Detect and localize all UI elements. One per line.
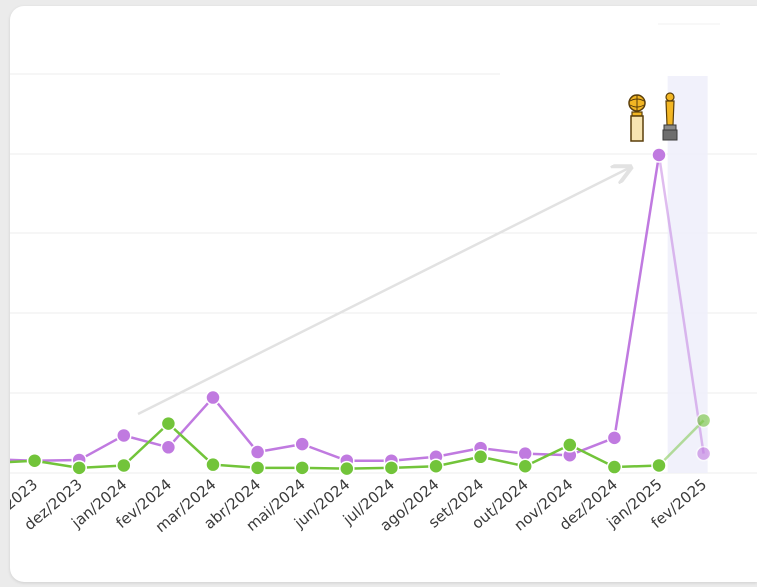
oscar-plinth: [663, 124, 677, 131]
series-1-point: [383, 460, 400, 476]
series-0-line-partial: [657, 154, 705, 454]
globe-base: [630, 115, 644, 142]
series-0-point: [116, 427, 132, 444]
trend-arrow-line: [137, 168, 629, 416]
series-lines: [10, 154, 705, 470]
series-1-point: [606, 459, 623, 475]
series-1-point: [562, 437, 578, 453]
series-1-point: [695, 412, 712, 429]
award-icons: [628, 92, 678, 142]
x-axis-tick-labels: 2023dez/2023jan/2024fev/2024mar/2024abr/…: [10, 475, 710, 536]
series-points: [26, 147, 712, 477]
series-1-point: [249, 460, 266, 476]
series-0-point: [606, 430, 623, 446]
series-0-point: [294, 436, 310, 452]
series-1-point: [339, 460, 355, 477]
series-1-point: [428, 458, 444, 475]
series-1-line: [10, 422, 660, 470]
series-1-point: [160, 415, 177, 432]
line-chart: 2023dez/2023jan/2024fev/2024mar/2024abr/…: [10, 23, 757, 536]
series-1-point: [294, 460, 310, 476]
series-0-point: [205, 389, 221, 406]
golden-globe-trophy-icon: [628, 94, 646, 142]
chart-card: 2023 dez/2023 jan/2024 fev/2024 mar/2024 abr/…: [10, 6, 757, 582]
oscar-statuette-icon: [662, 92, 678, 141]
series-0-point: [695, 445, 712, 462]
series-0-point: [160, 439, 177, 456]
series-1-line-partial: [658, 419, 705, 467]
series-1-point: [472, 449, 489, 465]
oscar-body: [665, 100, 675, 126]
trend-arrow: [137, 168, 629, 416]
series-1-point: [116, 457, 132, 474]
grid-lines: [10, 23, 757, 474]
oscar-base: [662, 129, 678, 141]
series-1-point: [26, 452, 43, 469]
series-1-point: [205, 456, 221, 473]
oscar-head: [665, 92, 675, 102]
series-0-point: [249, 444, 266, 460]
highlight-band-fev-2025: [667, 76, 708, 473]
series-1-point: [651, 457, 667, 474]
series-1-point: [517, 458, 533, 475]
globe-lines: [629, 95, 645, 111]
series-0-point: [651, 147, 667, 163]
highlight-band: [667, 76, 708, 473]
series-1-point: [71, 460, 87, 476]
